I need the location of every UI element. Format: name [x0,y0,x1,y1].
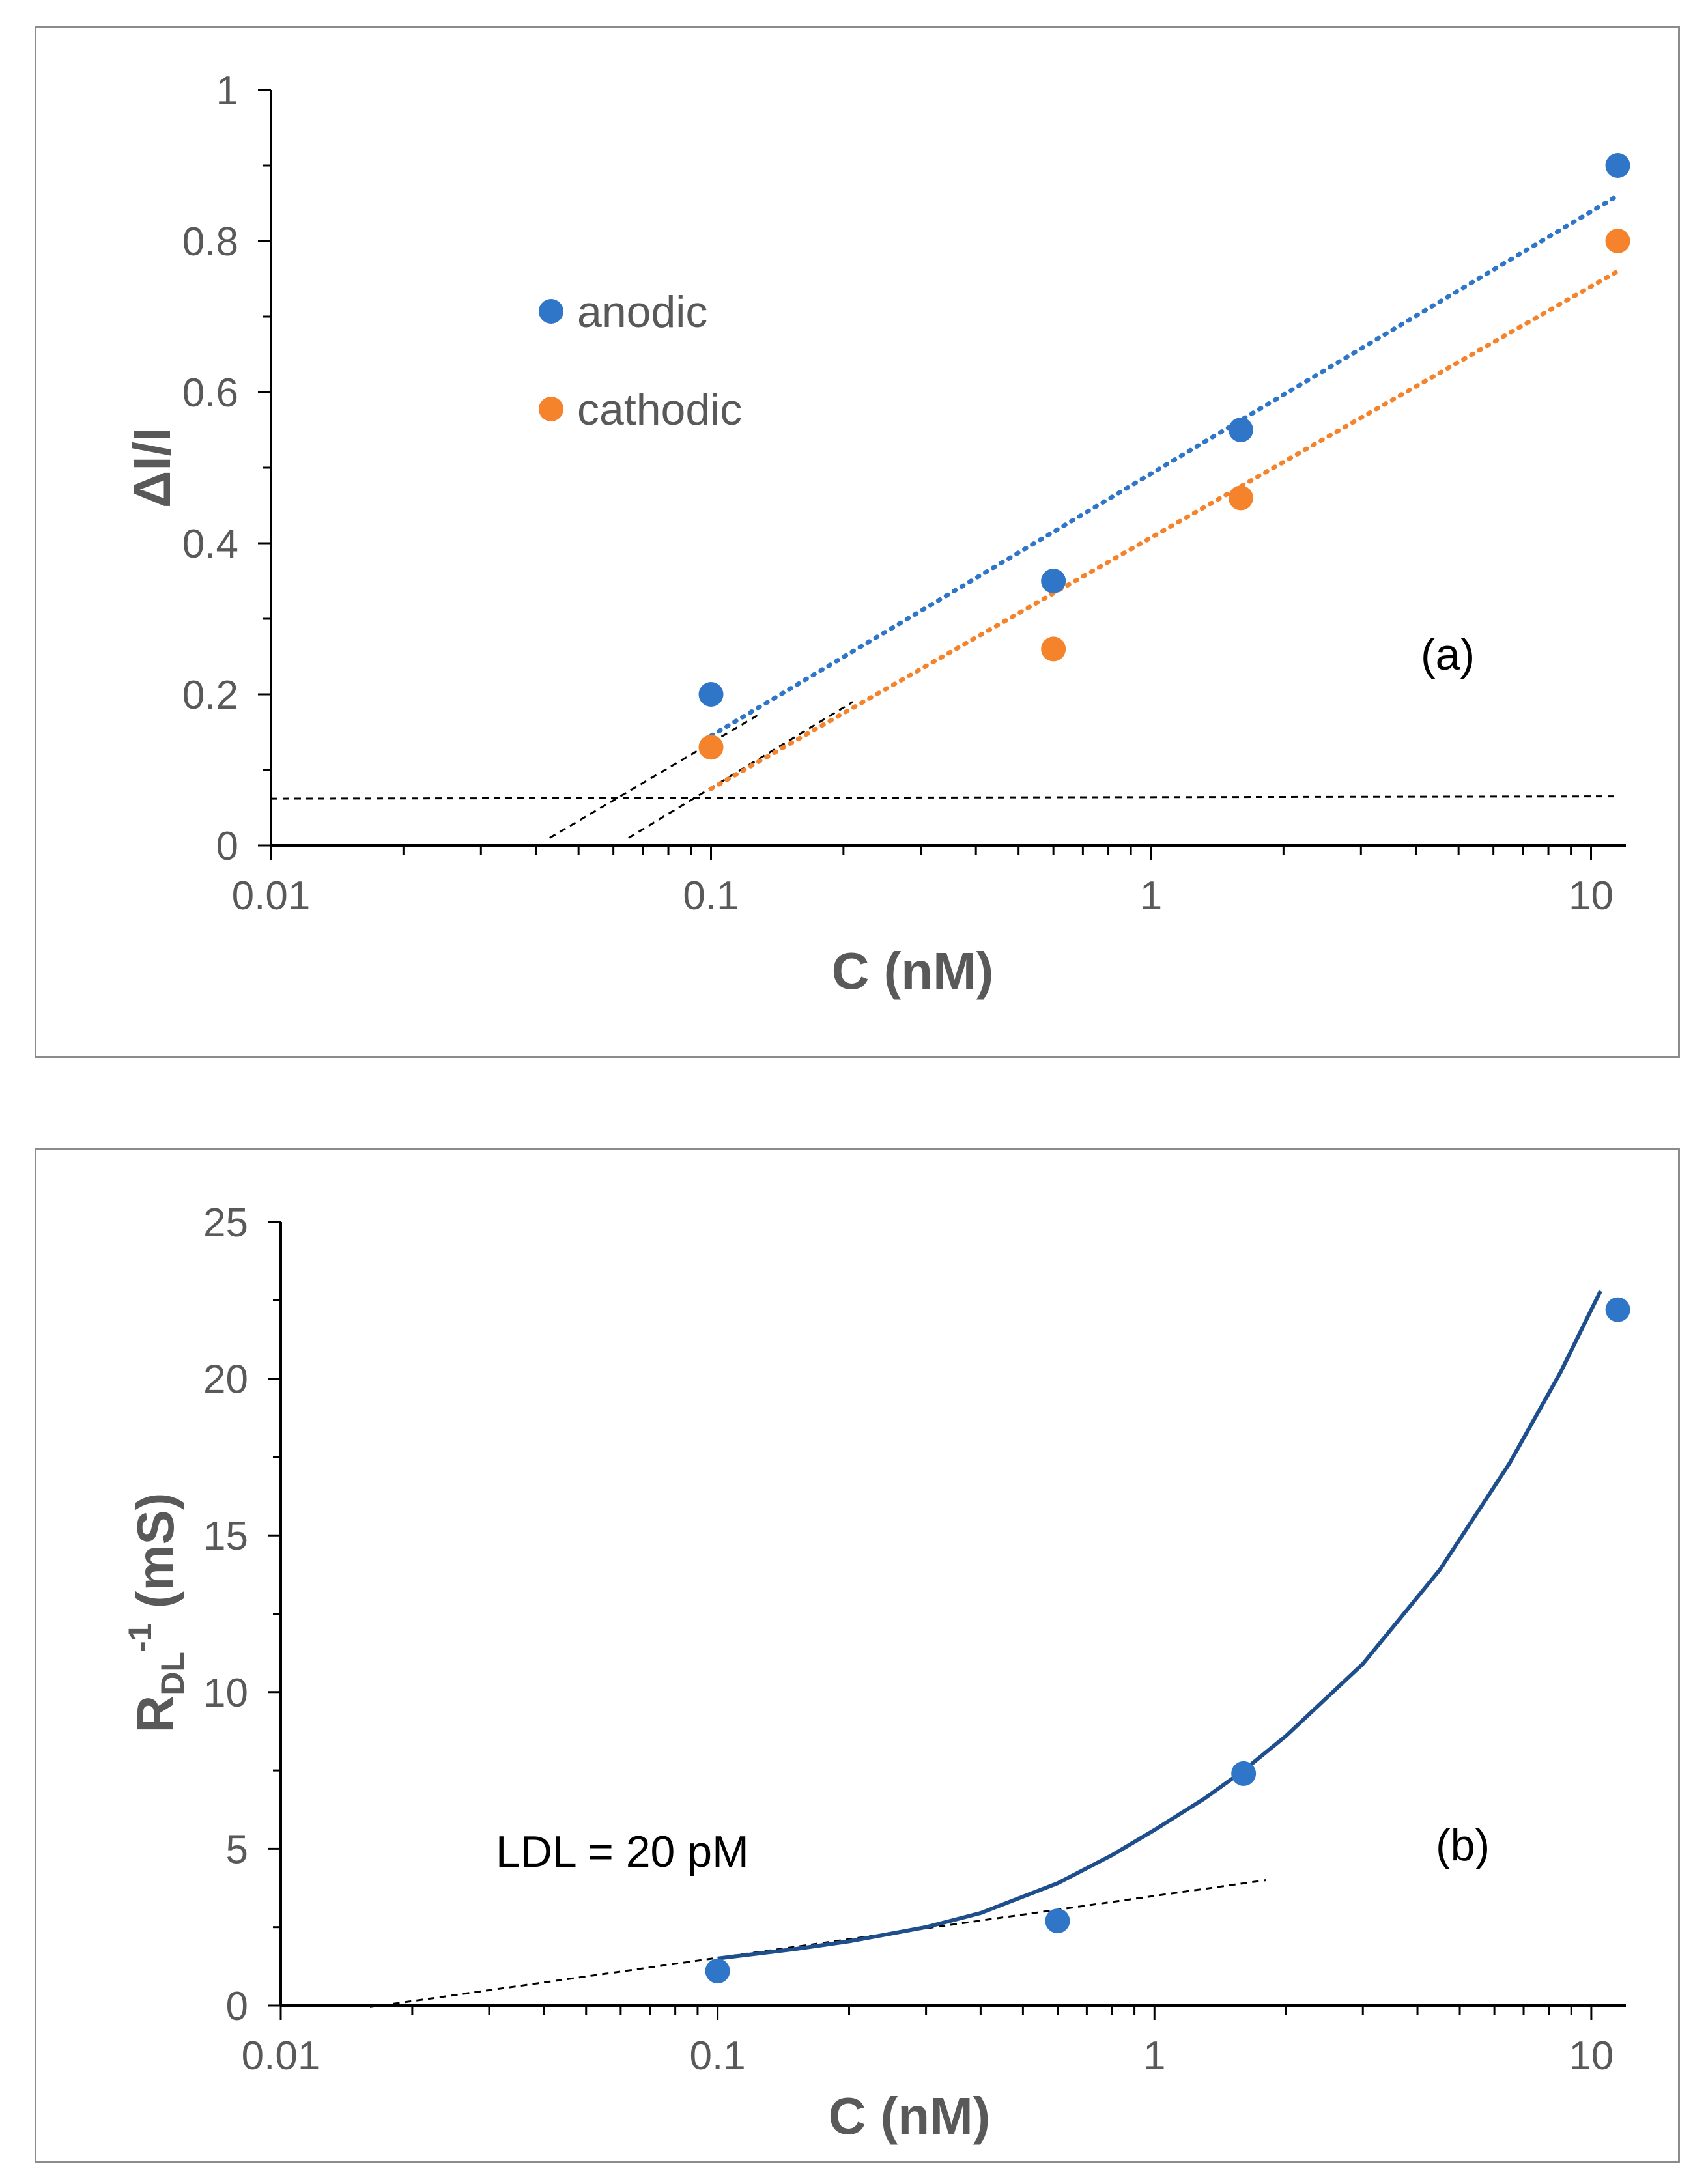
y-tick-label: 0.2 [182,673,238,718]
y-tick-label: 5 [226,1827,248,1872]
data-point [1045,1908,1070,1934]
data-point [1231,1761,1257,1786]
legend-marker-anodic [539,299,563,324]
x-tick-label: 1 [1140,873,1162,918]
y-tick-label: 0 [216,824,238,869]
x-axis-title: C (nM) [832,942,994,1000]
cathodic-point [1041,636,1066,662]
chart-panel-a: 0 0.2 0.4 0.6 0.8 1 0.01 0.1 1 10 C (nM) ΔI/I anodic… [35,26,1680,1058]
fit-curve [717,1290,1602,1961]
x-tick-label: 10 [1569,2034,1614,2078]
dashed-guide-line [369,1879,1266,2008]
cathodic-point [1228,485,1253,511]
y-tick-label: 15 [203,1514,248,1559]
anodic-point [698,682,724,707]
cathodic-trend-line [709,268,1620,791]
cathodic-point [1605,229,1630,253]
y-tick-label: 0.8 [182,220,238,264]
data-point [705,1959,730,1984]
anodic-point [1228,418,1253,442]
x-tick-label: 1 [1143,2034,1165,2078]
y-title-subscript: DL [154,1652,191,1695]
x-tick-label: 0.1 [690,2034,746,2078]
dashed-guide-line [549,712,762,839]
panel-label-b: (b) [1436,1821,1490,1870]
y-tick-label: 0.4 [182,522,238,567]
x-axis-title: C (nM) [829,2087,991,2145]
dashed-guide-line [270,795,1618,800]
legend-label-anodic: anodic [577,287,707,337]
anodic-trend-line [709,193,1620,739]
legend-label-cathodic: cathodic [577,385,742,434]
y-tick-label: 10 [203,1671,248,1716]
panel-label-a: (a) [1421,630,1475,679]
legend-marker-cathodic [539,397,563,421]
x-tick-label: 0.01 [242,2034,320,2078]
y-tick-label: 0 [226,1984,248,2029]
chart-a-svg: 0 0.2 0.4 0.6 0.8 1 0.01 0.1 1 10 C (nM) ΔI/I anodic… [123,68,1630,1000]
y-axis-title-group: RDL-1 (mS) [122,1493,191,1733]
y-title-main: R [126,1695,184,1733]
y-title-unit: (mS) [126,1493,184,1623]
chart-panel-b: 0 5 10 15 20 25 0.01 0.1 1 10 C (nM) RDL-1 (mS) LDL … [35,1148,1680,2163]
ldl-label: LDL = 20 pM [496,1827,749,1877]
y-axis-title: ΔI/I [123,427,181,508]
anodic-point [1041,569,1066,593]
y-axis-title: RDL-1 (mS) [122,1493,191,1733]
y-tick-label: 1 [216,68,238,113]
y-title-superscript: -1 [122,1623,158,1652]
anodic-point [1605,153,1630,178]
chart-b-svg: 0 5 10 15 20 25 0.01 0.1 1 10 C (nM) RDL-1 (mS) LDL … [122,1200,1630,2145]
cathodic-point [698,735,724,760]
x-tick-label: 10 [1569,873,1614,918]
x-tick-label: 0.1 [683,873,739,918]
y-tick-label: 0.6 [182,371,238,416]
y-tick-label: 20 [203,1357,248,1402]
x-tick-label: 0.01 [232,873,311,918]
y-tick-label: 25 [203,1200,248,1245]
data-point [1605,1297,1630,1322]
